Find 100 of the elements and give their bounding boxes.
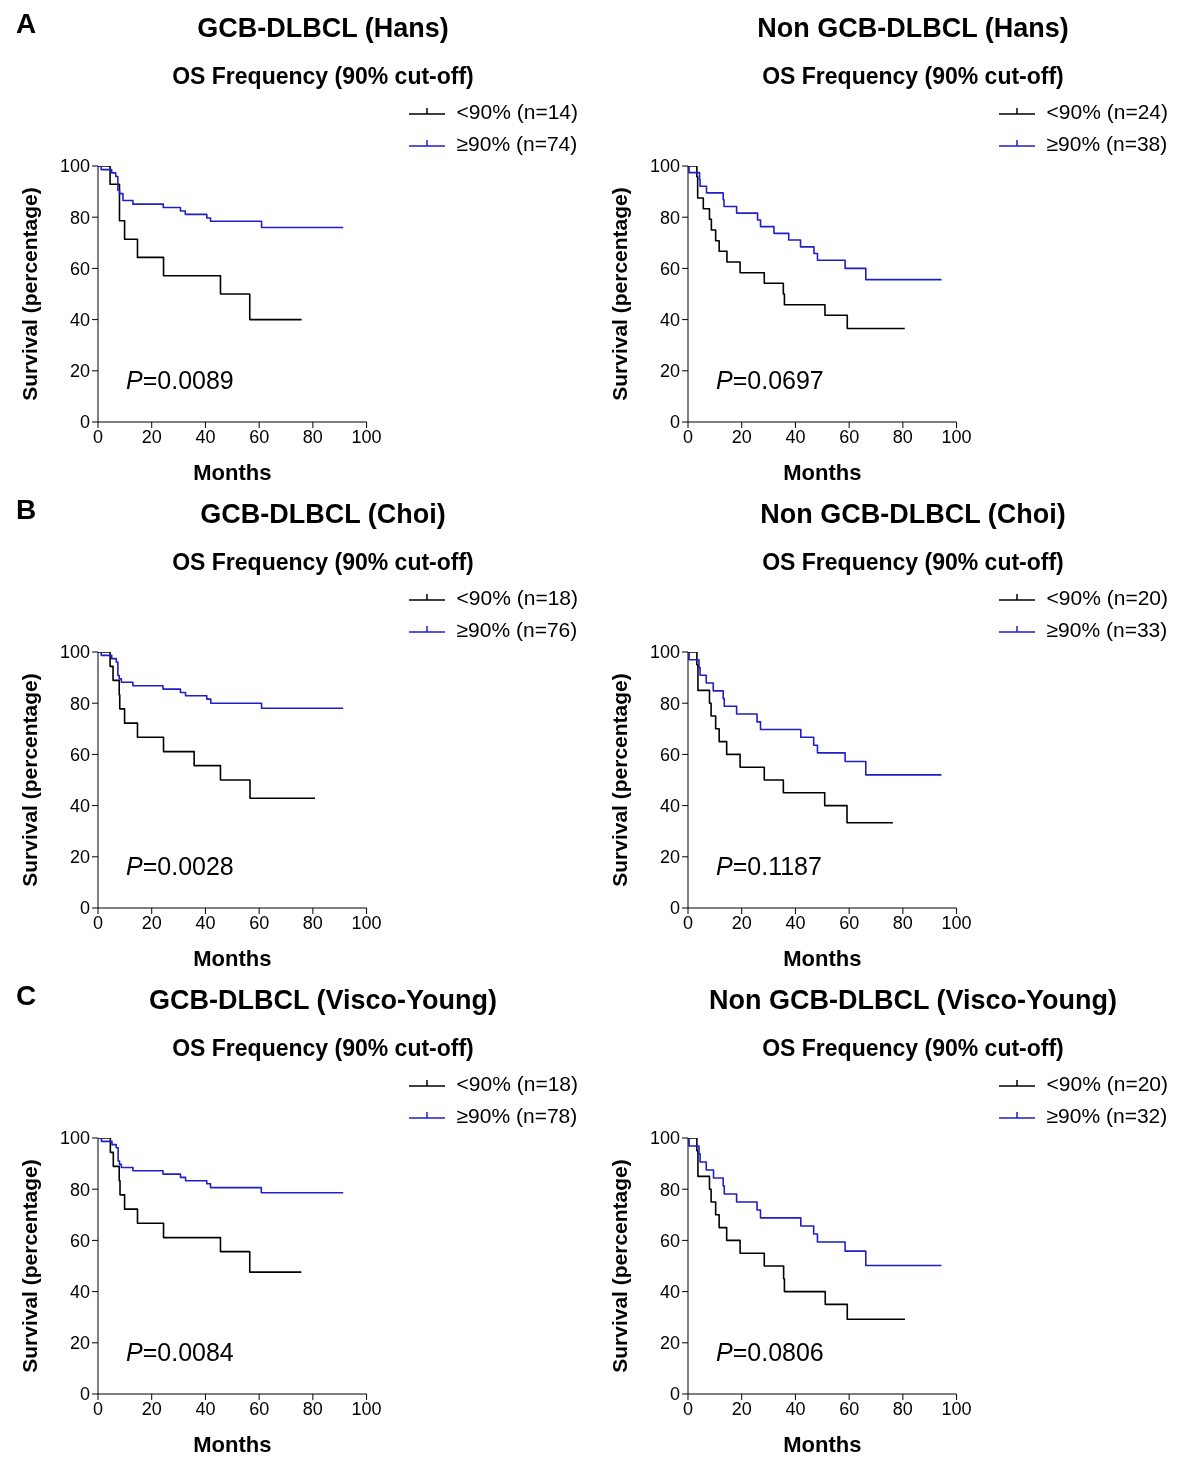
x-tick-label: 40 (195, 1398, 216, 1419)
y-tick-label: 80 (69, 693, 90, 714)
x-axis-title: Months (193, 1432, 272, 1457)
annotation: P=0.0084 (126, 1338, 234, 1367)
x-tick-label: 20 (731, 1398, 752, 1419)
legend-label: <90% (n=24) (1046, 99, 1168, 125)
text: A (16, 8, 37, 40)
x-tick-label: 60 (839, 912, 860, 933)
x-axis-title: Months (783, 1432, 862, 1457)
x-tick-label: 60 (839, 1398, 860, 1419)
chart-subtitle: OS Frequency (90% cut-off) (761, 62, 1065, 91)
x-tick-label: 0 (92, 426, 104, 447)
x-tick-label: 40 (785, 1398, 806, 1419)
annotation: P=0.0028 (126, 852, 234, 881)
y-tick-label: 60 (69, 744, 90, 765)
annotation: P=0.0089 (126, 366, 234, 395)
y-tick-label: 40 (659, 795, 680, 816)
y-tick-label: 80 (69, 1179, 90, 1200)
x-tick-label: 100 (351, 912, 382, 933)
x-tick-label: 20 (141, 426, 162, 447)
y-tick-label: 40 (659, 309, 680, 330)
x-axis-title: Months (783, 460, 862, 485)
y-tick-label: 80 (69, 207, 90, 228)
x-tick-label: 20 (731, 912, 752, 933)
legend-label: <90% (n=14) (456, 99, 578, 125)
y-axis-title: Survival (percentage) (18, 673, 42, 887)
y-tick-label: 0 (669, 412, 680, 433)
x-axis-title: Months (783, 946, 862, 971)
chart-subtitle: OS Frequency (90% cut-off) (761, 548, 1065, 577)
chart-title: GCB-DLBCL (Visco-Young) (149, 985, 497, 1015)
y-tick-label: 60 (659, 1230, 680, 1251)
x-axis-title: Months (193, 460, 272, 485)
x-tick-label: 60 (249, 1398, 270, 1419)
chart-subtitle: OS Frequency (90% cut-off) (171, 62, 475, 91)
legend-label: <90% (n=20) (1046, 1071, 1168, 1097)
x-tick-label: 100 (351, 1398, 382, 1419)
x-tick-label: 100 (941, 912, 972, 933)
x-tick-label: 80 (892, 426, 913, 447)
x-axis-title: Months (193, 946, 272, 971)
annotation: P=0.1187 (716, 852, 822, 881)
x-tick-label: 40 (195, 912, 216, 933)
y-axis-title: Survival (percentage) (608, 187, 632, 401)
legend-label: <90% (n=20) (1046, 585, 1168, 611)
y-tick-label: 0 (79, 412, 90, 433)
text: B (16, 494, 37, 526)
chart-subtitle: OS Frequency (90% cut-off) (171, 1034, 475, 1063)
y-tick-label: 80 (659, 207, 680, 228)
x-tick-label: 80 (892, 1398, 913, 1419)
chart-subtitle: OS Frequency (90% cut-off) (171, 548, 475, 577)
x-tick-label: 60 (249, 912, 270, 933)
x-tick-label: 0 (682, 1398, 694, 1419)
y-tick-label: 100 (649, 156, 680, 177)
y-tick-label: 40 (69, 309, 90, 330)
y-tick-label: 60 (659, 744, 680, 765)
chart-title: Non GCB-DLBCL (Visco-Young) (708, 984, 1118, 1017)
chart-title: GCB-DLBCL (Choi) (200, 499, 446, 529)
x-tick-label: 40 (785, 912, 806, 933)
x-tick-label: 20 (141, 912, 162, 933)
chart-subtitle: OS Frequency (90% cut-off) (761, 1034, 1065, 1063)
x-tick-label: 80 (302, 1398, 323, 1419)
legend-label: ≥90% (n=78) (456, 1103, 578, 1129)
y-tick-label: 80 (659, 693, 680, 714)
legend-label: <90% (n=18) (456, 1071, 578, 1097)
y-tick-label: 100 (649, 642, 680, 663)
chart-title: GCB-DLBCL (Hans) (197, 13, 449, 43)
y-axis-title: Survival (percentage) (18, 187, 42, 401)
y-axis-title: Survival (percentage) (608, 1159, 632, 1373)
text: C (16, 980, 37, 1012)
annotation: P=0.0806 (716, 1338, 824, 1367)
x-tick-label: 80 (302, 912, 323, 933)
y-tick-label: 100 (59, 156, 90, 177)
y-axis-title: Survival (percentage) (18, 1159, 42, 1373)
y-tick-label: 60 (69, 1230, 90, 1251)
x-tick-label: 20 (731, 426, 752, 447)
x-tick-label: 80 (892, 912, 913, 933)
y-tick-label: 20 (69, 1333, 90, 1354)
y-tick-label: 100 (649, 1128, 680, 1149)
y-tick-label: 40 (69, 795, 90, 816)
chart-title: Non GCB-DLBCL (Choi) (759, 498, 1067, 531)
x-tick-label: 0 (92, 912, 104, 933)
y-tick-label: 0 (79, 1384, 90, 1405)
x-tick-label: 40 (195, 426, 216, 447)
y-tick-label: 0 (669, 1384, 680, 1405)
y-tick-label: 100 (59, 642, 90, 663)
y-tick-label: 60 (659, 258, 680, 279)
x-tick-label: 40 (785, 426, 806, 447)
legend-label: <90% (n=18) (456, 585, 578, 611)
x-tick-label: 60 (249, 426, 270, 447)
legend-label: ≥90% (n=74) (456, 131, 578, 157)
y-tick-label: 20 (69, 847, 90, 868)
y-axis-title: Survival (percentage) (608, 673, 632, 887)
y-tick-label: 20 (69, 361, 90, 382)
x-tick-label: 100 (351, 426, 382, 447)
x-tick-label: 100 (941, 426, 972, 447)
x-tick-label: 100 (941, 1398, 972, 1419)
x-tick-label: 20 (141, 1398, 162, 1419)
y-tick-label: 0 (79, 898, 90, 919)
legend-label: ≥90% (n=32) (1046, 1103, 1168, 1129)
y-tick-label: 20 (659, 1333, 680, 1354)
chart-title: Non GCB-DLBCL (Hans) (756, 12, 1070, 45)
